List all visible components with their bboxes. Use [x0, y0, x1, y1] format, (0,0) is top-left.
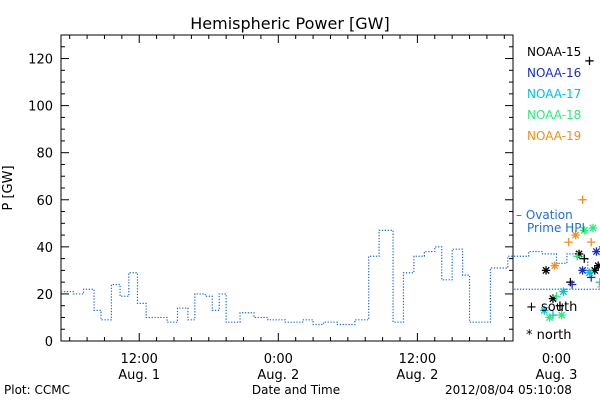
legend-noaa-15: NOAA-15	[527, 45, 581, 59]
point-stroke	[594, 262, 600, 270]
legend-noaa-18: NOAA-18	[527, 108, 581, 122]
noaa-16-point	[567, 280, 577, 289]
point-stroke	[545, 313, 554, 322]
x-tick-date-label: Aug. 3	[536, 368, 578, 383]
chart-title: Hemispheric Power [GW]	[190, 14, 389, 33]
point-stroke	[592, 247, 600, 256]
x-tick-time-label: 0:00	[264, 352, 293, 367]
x-axis-label: Date and Time	[252, 383, 340, 397]
legend-noaa-16: NOAA-16	[527, 66, 581, 80]
legend-symbol-south: + south	[526, 300, 577, 315]
point-stroke	[580, 226, 588, 234]
point-stroke	[589, 224, 597, 232]
point-stroke	[571, 231, 580, 239]
x-tick-time-label: 12:00	[399, 352, 436, 367]
y-tick-label: 0	[45, 335, 53, 350]
x-tick-time-label: 0:00	[542, 352, 571, 367]
point-stroke	[551, 262, 559, 270]
point-stroke	[540, 306, 548, 315]
noaa-19-point	[571, 230, 580, 240]
noaa-18-point	[545, 313, 554, 322]
noaa-15-point	[585, 56, 594, 66]
point-stroke	[559, 287, 568, 296]
point-stroke	[578, 266, 587, 274]
legend-noaa-19: NOAA-19	[527, 129, 581, 143]
y-tick-label: 80	[36, 147, 53, 162]
noaa-18-point	[588, 223, 598, 233]
noaa-18-point	[557, 310, 566, 320]
noaa-19-point	[578, 195, 587, 204]
plot-credit: Plot: CCMC	[4, 383, 70, 397]
noaa-18-point	[552, 292, 561, 301]
x-tick-date-label: Aug. 2	[257, 368, 299, 383]
y-tick-label: 120	[28, 53, 53, 68]
noaa-17-point	[585, 268, 594, 277]
noaa-18-point	[580, 226, 589, 235]
legend-symbol-north: * north	[526, 328, 572, 343]
legend-ovation: Prime HPI	[527, 221, 585, 235]
noaa-15-point	[593, 261, 600, 270]
noaa-17-point	[559, 287, 568, 296]
ovation-series	[61, 229, 600, 326]
legend: NOAA-15 NOAA-16 NOAA-17 NOAA-18 NOAA-19 – Ova…	[516, 45, 585, 343]
noaa-17-point	[540, 306, 549, 315]
noaa-16-point	[578, 266, 587, 275]
noaa-15-point	[580, 254, 589, 263]
data-points	[540, 56, 600, 322]
legend-noaa-17: NOAA-17	[527, 87, 581, 101]
noaa-19-point	[550, 261, 559, 270]
ovation-line	[61, 229, 600, 326]
y-tick-label: 40	[36, 241, 53, 256]
y-tick-label: 100	[28, 100, 53, 115]
noaa-15-point	[555, 301, 565, 310]
noaa-19-point	[564, 237, 573, 247]
point-stroke	[558, 311, 566, 319]
noaa-19-point	[587, 237, 596, 247]
x-tick-time-label: 12:00	[120, 352, 157, 367]
y-tick-label: 60	[36, 194, 53, 209]
noaa-16-point	[592, 247, 600, 256]
legend-ovation: – Ovation	[516, 208, 573, 222]
x-tick-date-label: Aug. 2	[396, 368, 438, 383]
plot-timestamp: 2012/08/04 05:10:08	[445, 383, 572, 397]
y-tick-label: 20	[36, 288, 53, 303]
point-stroke	[542, 266, 550, 274]
x-tick-date-label: Aug. 1	[118, 368, 160, 383]
point-stroke	[585, 269, 594, 277]
noaa-15-point	[541, 266, 551, 275]
noaa-18-point	[573, 252, 582, 261]
y-axis-label: P [GW]	[1, 165, 16, 210]
